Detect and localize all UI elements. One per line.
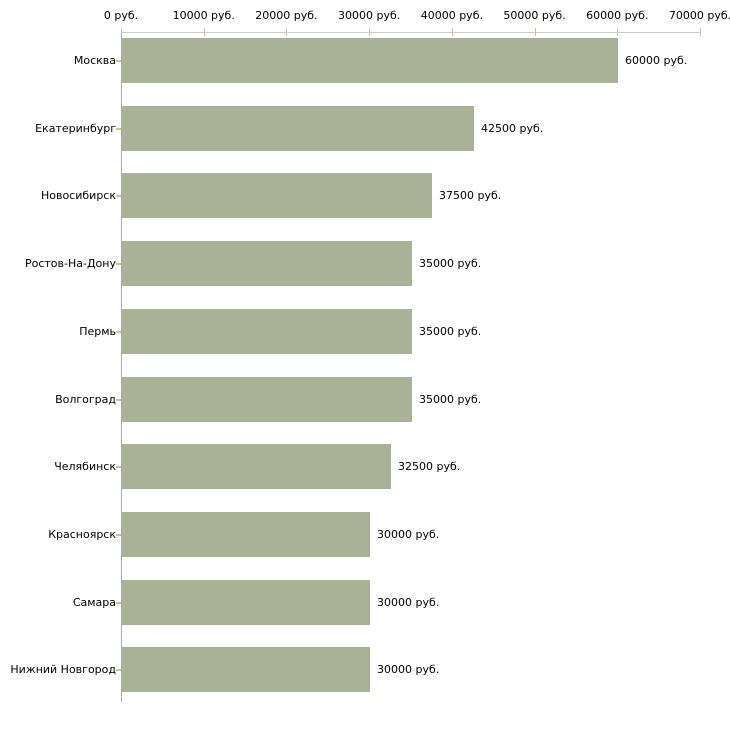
bar-value-label: 30000 руб. bbox=[377, 595, 440, 609]
category-tick bbox=[116, 668, 121, 671]
category-label: Пермь bbox=[79, 324, 116, 338]
bar-value-label: 30000 руб. bbox=[377, 662, 440, 676]
x-axis-tick bbox=[121, 28, 122, 36]
bar bbox=[122, 647, 370, 692]
bar-value-label: 35000 руб. bbox=[419, 392, 482, 406]
category-label: Екатеринбург bbox=[35, 121, 116, 135]
category-tick bbox=[116, 194, 121, 197]
x-axis-tick-label: 10000 руб. bbox=[172, 9, 235, 22]
category-label: Ростов-На-Дону bbox=[24, 256, 116, 270]
bar bbox=[122, 106, 474, 151]
x-axis-tick bbox=[286, 28, 288, 36]
y-axis-line bbox=[121, 32, 122, 702]
category-label: Челябинск bbox=[54, 459, 116, 473]
bar-value-label: 60000 руб. bbox=[625, 53, 688, 67]
bar bbox=[122, 173, 432, 218]
x-axis-tick-label: 70000 руб. bbox=[668, 9, 730, 22]
bar bbox=[122, 241, 412, 286]
x-axis-tick-label: 40000 руб. bbox=[420, 9, 483, 22]
category-label: Самара bbox=[72, 595, 116, 609]
bar-value-label: 35000 руб. bbox=[419, 256, 482, 270]
category-label: Нижний Новгород bbox=[10, 662, 116, 676]
x-axis-tick-label: 0 руб. bbox=[103, 9, 139, 22]
category-tick bbox=[116, 398, 121, 401]
x-axis-tick-label: 20000 руб. bbox=[255, 9, 318, 22]
x-axis-tick bbox=[700, 28, 701, 36]
category-label: Красноярск bbox=[48, 527, 116, 541]
bar-value-label: 32500 руб. bbox=[398, 459, 461, 473]
category-label: Волгоград bbox=[55, 392, 116, 406]
x-axis-tick bbox=[203, 28, 205, 36]
bar bbox=[122, 580, 370, 625]
category-tick bbox=[116, 127, 121, 130]
bar-value-label: 37500 руб. bbox=[439, 188, 502, 202]
x-axis-tick-label: 60000 руб. bbox=[586, 9, 649, 22]
x-axis-tick bbox=[617, 28, 619, 36]
category-tick bbox=[116, 59, 121, 62]
x-axis-tick bbox=[369, 28, 371, 36]
category-tick bbox=[116, 330, 121, 333]
bar-value-label: 30000 руб. bbox=[377, 527, 440, 541]
x-axis-line bbox=[121, 32, 701, 33]
x-axis-tick bbox=[534, 28, 536, 36]
bar bbox=[122, 309, 412, 354]
bar bbox=[122, 444, 391, 489]
category-tick bbox=[116, 533, 121, 536]
x-axis-tick-label: 30000 руб. bbox=[338, 9, 401, 22]
bar-value-label: 35000 руб. bbox=[419, 324, 482, 338]
category-tick bbox=[116, 465, 121, 468]
category-label: Новосибирск bbox=[40, 188, 116, 202]
category-tick bbox=[116, 601, 121, 604]
category-tick bbox=[116, 262, 121, 265]
x-axis-tick bbox=[451, 28, 453, 36]
x-axis-tick-label: 50000 руб. bbox=[503, 9, 566, 22]
bar bbox=[122, 38, 618, 83]
bar-value-label: 42500 руб. bbox=[481, 121, 544, 135]
category-label: Москва bbox=[73, 53, 116, 67]
bar bbox=[122, 377, 412, 422]
bar bbox=[122, 512, 370, 557]
